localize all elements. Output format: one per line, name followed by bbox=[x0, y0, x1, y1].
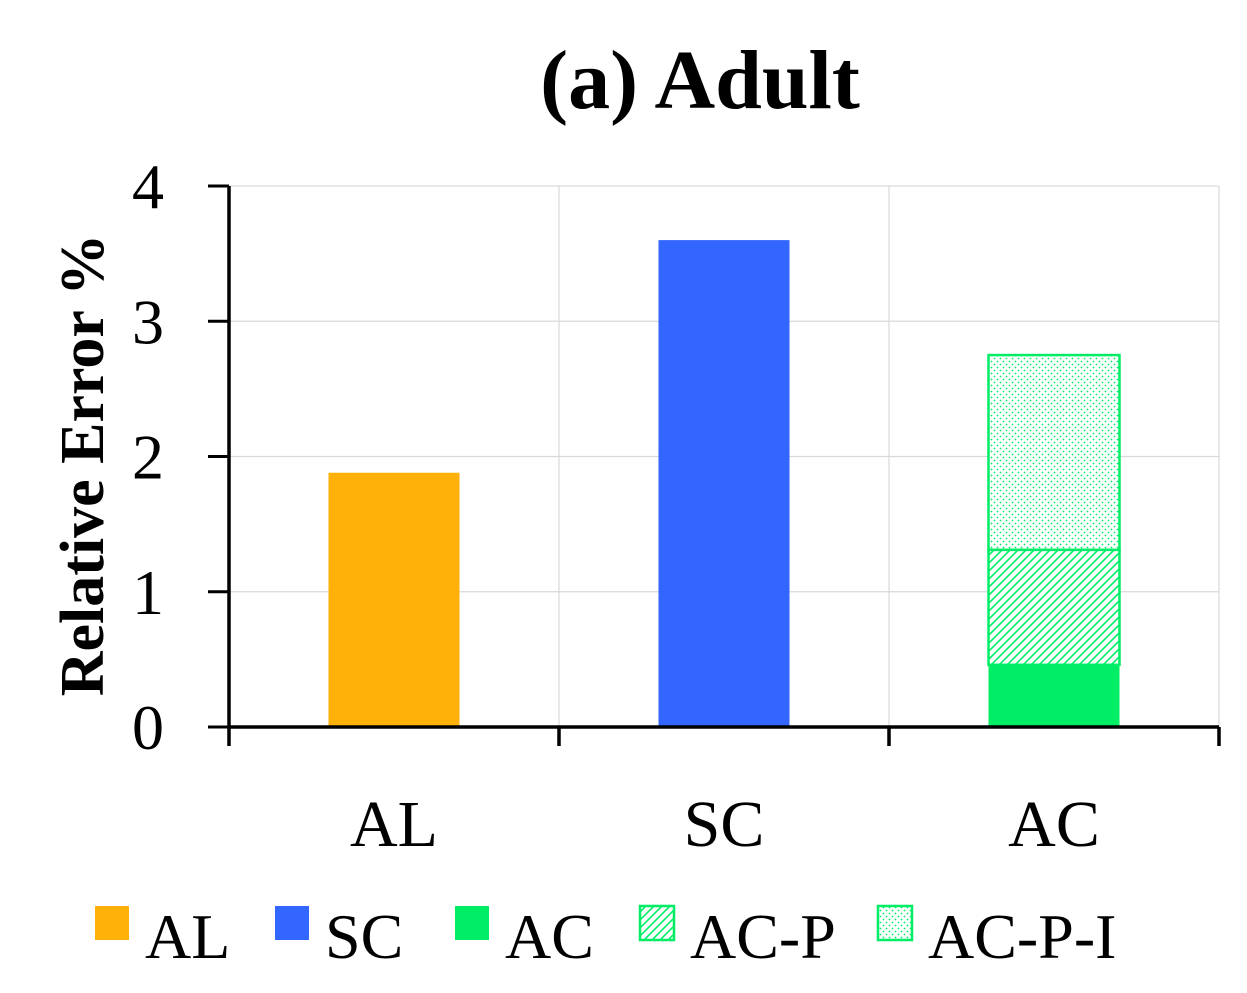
legend-label-ac-p-i: AC-P-I bbox=[928, 901, 1116, 972]
bar-ac-ac bbox=[988, 664, 1120, 727]
legend-label-ac-p: AC-P bbox=[690, 901, 836, 972]
x-tick-label: AL bbox=[350, 788, 438, 861]
chart-title: (a) Adult bbox=[540, 34, 860, 127]
y-axis-label: Relative Error % bbox=[49, 234, 117, 697]
bars bbox=[328, 240, 1121, 727]
legend-label-ac: AC bbox=[505, 901, 594, 972]
legend-swatch-ac-p bbox=[638, 904, 676, 942]
legend-label-al: AL bbox=[145, 901, 230, 972]
y-tick-label: 4 bbox=[132, 151, 164, 222]
x-tick-label: AC bbox=[1008, 788, 1100, 861]
legend-label-sc: SC bbox=[325, 901, 403, 972]
x-tick-label: SC bbox=[684, 788, 765, 861]
legend-swatch-ac-p-i bbox=[876, 904, 914, 942]
legend-swatch-sc bbox=[275, 906, 309, 940]
axes: 0 1 2 3 4 AL SC AC bbox=[132, 151, 1221, 861]
y-tick-label: 0 bbox=[132, 692, 164, 763]
bar-sc-sc bbox=[658, 240, 790, 727]
bar-al-al bbox=[328, 472, 460, 727]
y-tick-label: 2 bbox=[132, 422, 164, 493]
bar-ac-p-i-ac bbox=[987, 353, 1121, 552]
y-tick-label: 3 bbox=[132, 286, 164, 357]
legend: AL SC AC AC-P AC-P-I bbox=[95, 901, 1116, 972]
bar-ac-p-ac bbox=[987, 548, 1121, 667]
legend-swatch-ac bbox=[455, 906, 489, 940]
y-tick-label: 1 bbox=[132, 557, 164, 628]
legend-swatch-al bbox=[95, 906, 129, 940]
